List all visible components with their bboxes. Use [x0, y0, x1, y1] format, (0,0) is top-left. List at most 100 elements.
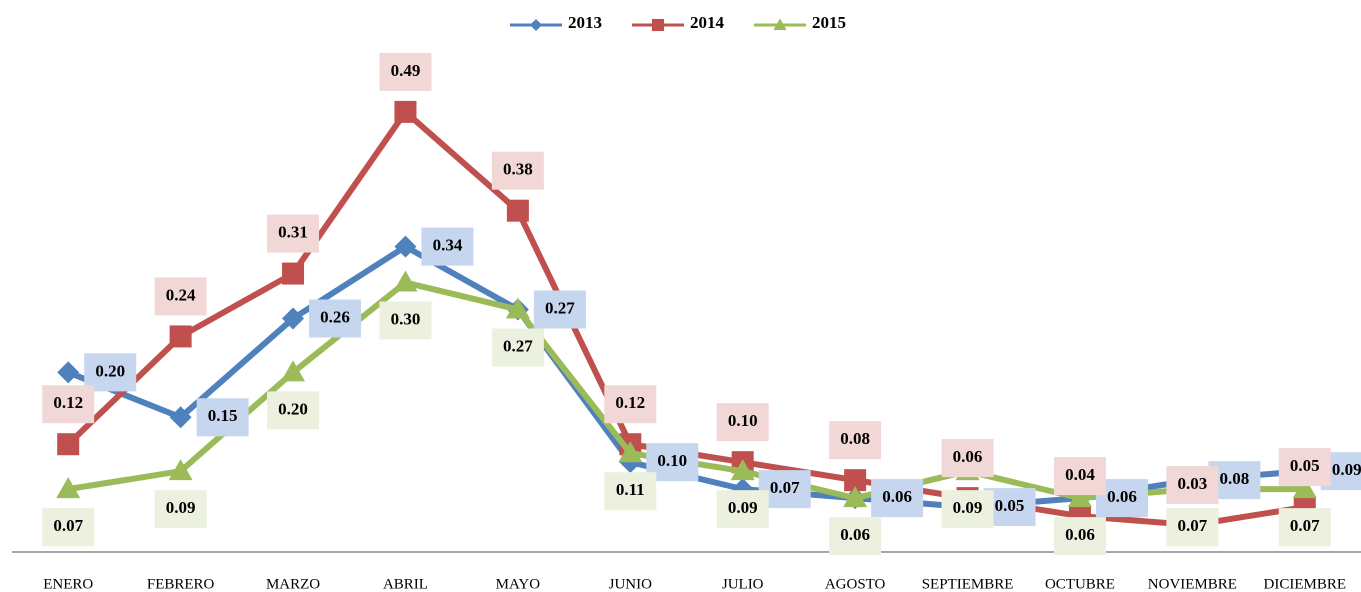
data-label: 0.07	[1290, 516, 1320, 535]
legend-label: 2014	[690, 13, 725, 32]
label-box	[829, 517, 882, 556]
data-label: 0.20	[278, 399, 308, 418]
marker	[169, 406, 192, 429]
label-box	[379, 52, 432, 91]
label-box	[1278, 448, 1331, 487]
data-label: 0.12	[615, 393, 645, 412]
data-label: 0.09	[1332, 460, 1361, 479]
label-box	[1166, 508, 1219, 547]
label-box	[871, 479, 924, 518]
label-box	[941, 490, 994, 529]
label-box	[1278, 508, 1331, 547]
data-label: 0.04	[1065, 465, 1095, 484]
label-box	[309, 299, 362, 338]
label-box	[267, 214, 320, 253]
label-box	[829, 421, 882, 460]
data-label: 0.26	[320, 307, 350, 326]
data-label: 0.07	[53, 516, 83, 535]
data-label: 0.06	[1107, 487, 1137, 506]
x-tick-label: JULIO	[722, 576, 764, 592]
legend-marker	[773, 18, 787, 30]
legend-label: 2015	[812, 13, 846, 32]
data-label: 0.24	[166, 285, 196, 304]
marker	[506, 199, 529, 222]
data-label: 0.27	[545, 298, 575, 317]
marker	[57, 361, 80, 384]
data-label: 0.09	[166, 498, 196, 517]
label-box	[84, 353, 137, 392]
label-box	[267, 391, 320, 430]
x-tick-label: DICIEMBRE	[1264, 576, 1347, 592]
label-box	[533, 290, 586, 329]
label-box	[421, 227, 474, 266]
label-box	[604, 385, 657, 424]
marker	[281, 360, 306, 382]
marker	[168, 459, 193, 481]
data-label: 0.03	[1178, 474, 1208, 493]
data-label: 0.11	[616, 480, 645, 499]
label-box	[604, 472, 657, 511]
marker	[618, 441, 643, 463]
data-label: 0.10	[728, 411, 758, 430]
x-tick-label: AGOSTO	[825, 576, 886, 592]
marker	[393, 270, 418, 292]
label-box	[196, 398, 249, 437]
legend-marker	[651, 18, 665, 32]
label-box	[379, 301, 432, 340]
marker	[169, 325, 192, 348]
data-label: 0.27	[503, 336, 533, 355]
data-label: 0.09	[953, 498, 983, 517]
data-label: 0.06	[1065, 525, 1095, 544]
label-box	[1053, 517, 1106, 556]
marker	[282, 262, 305, 285]
x-tick-label: MARZO	[266, 576, 320, 592]
data-label: 0.06	[882, 487, 912, 506]
data-label: 0.05	[1290, 456, 1320, 475]
marker	[730, 459, 755, 481]
label-box	[491, 151, 544, 190]
x-tick-label: SEPTIEMBRE	[922, 576, 1014, 592]
marker	[505, 297, 530, 319]
marker	[394, 100, 417, 123]
data-label: 0.30	[391, 309, 421, 328]
label-box	[1053, 457, 1106, 496]
legend-marker	[529, 18, 543, 32]
x-tick-label: OCTUBRE	[1045, 576, 1115, 592]
x-tick-label: NOVIEMBRE	[1148, 576, 1237, 592]
data-label: 0.20	[95, 361, 125, 380]
data-label: 0.38	[503, 160, 533, 179]
x-tick-label: MAYO	[496, 576, 541, 592]
data-label: 0.10	[657, 451, 687, 470]
marker	[282, 307, 305, 330]
data-label: 0.49	[391, 61, 421, 80]
data-label: 0.08	[840, 429, 870, 448]
data-label: 0.06	[840, 525, 870, 544]
x-tick-label: ENERO	[43, 576, 93, 592]
data-label: 0.12	[53, 393, 83, 412]
label-box	[941, 439, 994, 478]
marker	[1292, 477, 1317, 499]
data-label: 0.07	[770, 478, 800, 497]
data-label: 0.09	[728, 498, 758, 517]
marker	[394, 235, 417, 258]
data-label: 0.15	[208, 406, 238, 425]
x-tick-label: ABRIL	[383, 576, 428, 592]
label-box	[42, 508, 95, 547]
legend-label: 2013	[568, 13, 602, 32]
x-tick-label: FEBRERO	[147, 576, 215, 592]
data-label: 0.31	[278, 222, 308, 241]
marker	[844, 469, 867, 492]
marker	[1067, 486, 1092, 508]
label-box	[154, 490, 207, 529]
label-box	[154, 277, 207, 316]
marker	[843, 486, 868, 508]
data-label: 0.07	[1178, 516, 1208, 535]
label-box	[716, 490, 769, 529]
label-box	[491, 328, 544, 367]
marker	[56, 477, 81, 499]
label-box	[1166, 466, 1219, 505]
data-label: 0.05	[995, 496, 1025, 515]
marker	[57, 433, 80, 456]
data-label: 0.06	[953, 447, 983, 466]
